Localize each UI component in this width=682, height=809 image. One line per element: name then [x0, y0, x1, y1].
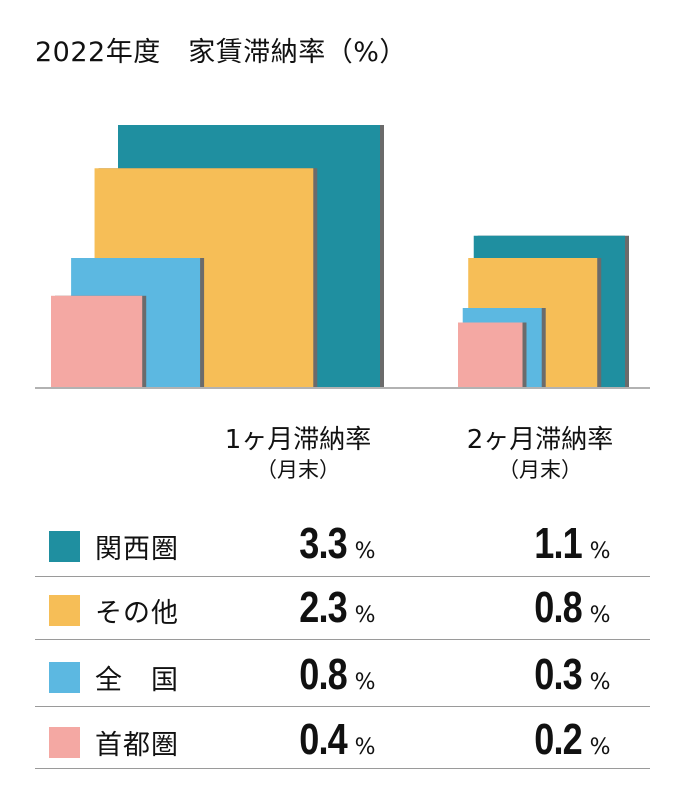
column-header-2month: 2ヶ月滞納率 （月末）: [430, 424, 650, 483]
chart-title: 2022年度 家賃滞納率（%）: [35, 37, 407, 68]
row-divider: [35, 768, 650, 769]
table-row-shutoken: 首都圏 0.4% 0.2%: [35, 711, 650, 773]
legend-swatch-shutoken: [49, 727, 80, 758]
legend-label-kansai: 関西圏: [95, 534, 179, 565]
legend-swatch-other: [49, 595, 80, 626]
legend-label-national: 全 国: [95, 665, 179, 696]
column-header-2month-title: 2ヶ月滞納率: [466, 425, 614, 455]
legend-swatch-kansai: [49, 531, 80, 562]
legend-label-other: その他: [95, 598, 179, 629]
row-divider: [35, 576, 650, 577]
table-row-national: 全 国 0.8% 0.3%: [35, 646, 650, 708]
column-header-2month-sub: （月末）: [498, 457, 582, 482]
value-kansai-1month: 3.3%: [299, 519, 376, 568]
legend-swatch-national: [49, 662, 80, 693]
column-header-1month: 1ヶ月滞納率 （月末）: [188, 424, 408, 483]
column-header-1month-sub: （月末）: [256, 457, 340, 482]
value-national-1month: 0.8%: [299, 650, 376, 699]
table-row-kansai: 関西圏 3.3% 1.1%: [35, 515, 650, 577]
column-header-1month-title: 1ヶ月滞納率: [224, 425, 372, 455]
value-shutoken-2month: 0.2%: [534, 715, 611, 764]
nested-squares-plot: [35, 125, 650, 389]
row-divider: [35, 706, 650, 707]
value-kansai-2month: 1.1%: [534, 519, 611, 568]
value-other-2month: 0.8%: [534, 583, 611, 632]
square-shutoken-1month: [51, 295, 143, 387]
value-other-1month: 2.3%: [299, 583, 376, 632]
legend-label-shutoken: 首都圏: [95, 730, 179, 761]
value-shutoken-1month: 0.4%: [299, 715, 376, 764]
table-row-other: その他 2.3% 0.8%: [35, 579, 650, 641]
square-shutoken-2month: [458, 322, 523, 387]
value-national-2month: 0.3%: [534, 650, 611, 699]
row-divider: [35, 639, 650, 640]
